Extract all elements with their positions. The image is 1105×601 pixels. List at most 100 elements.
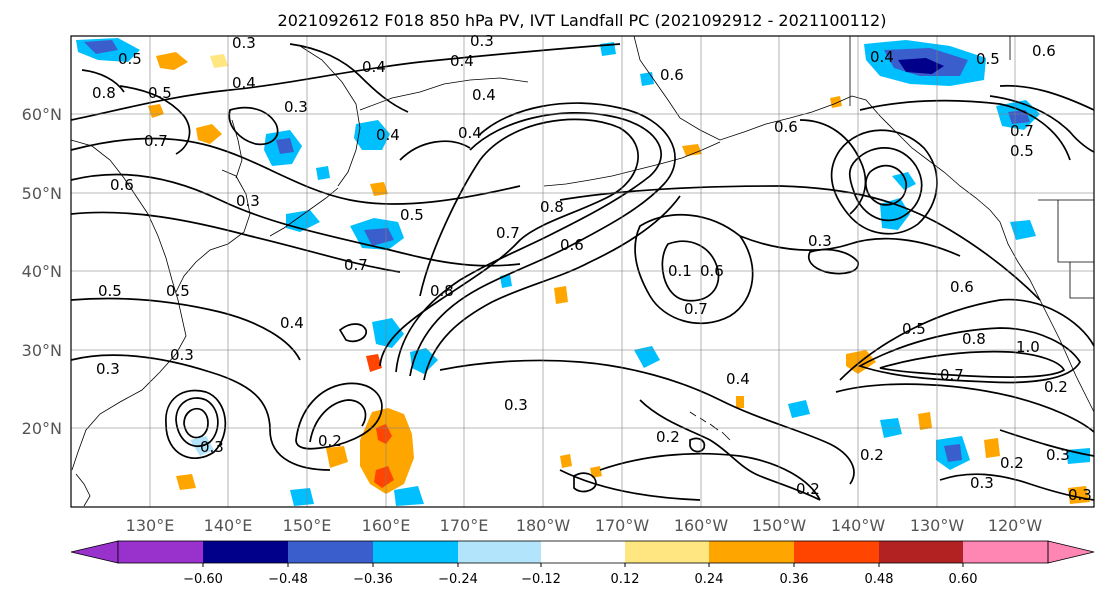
lon-label: 140°W: [831, 516, 886, 535]
contour-label: 0.1: [668, 262, 692, 280]
colorbar-segment: [625, 541, 709, 563]
contour-label: 0.3: [1068, 486, 1092, 504]
contour-label: 0.6: [560, 236, 584, 254]
contour-label: 0.5: [976, 50, 1000, 68]
pv-contour: [999, 84, 1095, 111]
contour-label: 0.2: [796, 480, 820, 498]
philippines-coastline: [75, 473, 91, 507]
contour-label: 0.3: [170, 346, 194, 364]
contour-label: 0.7: [344, 256, 368, 274]
contour-label: 0.4: [870, 48, 894, 66]
colorbar-tick-label: 0.24: [695, 572, 724, 587]
latitude-labels: 60°N 50°N 40°N 30°N 20°N: [22, 105, 62, 438]
contour-label: 0.7: [144, 132, 168, 150]
pv-contour: [848, 147, 923, 222]
pv-contour: [939, 473, 1095, 501]
pv-contour: [70, 173, 521, 267]
japan-coastline: [175, 169, 251, 293]
contour-label: 0.6: [700, 262, 724, 280]
contour-label: 0.3: [1046, 446, 1070, 464]
colorbar-segment: [963, 541, 1048, 563]
negative-anomaly-patch: [84, 40, 118, 54]
pv-contour: [175, 397, 219, 448]
contour-label: 0.3: [96, 360, 120, 378]
colorbar-segment: [288, 541, 373, 563]
colorbar-segment: [709, 541, 794, 563]
colorbar: −0.60 −0.48 −0.36 −0.24 −0.12 0.12 0.24 …: [70, 540, 1095, 587]
lon-label: 160°E: [362, 516, 411, 535]
contour-label: 0.4: [726, 370, 750, 388]
map-frame: [70, 35, 1095, 508]
pv-contour: [395, 111, 662, 373]
pv-contour: [81, 69, 125, 93]
negative-anomaly-patch: [410, 348, 438, 374]
kamchatka-coastline: [299, 45, 361, 187]
pv-contour: [634, 214, 754, 325]
pv-contour: [289, 43, 409, 113]
contour-label: 0.5: [166, 282, 190, 300]
colorbar-segment: [373, 541, 458, 563]
negative-anomaly-patch: [372, 318, 404, 348]
lon-label: 160°W: [674, 516, 729, 535]
contour-label: 0.5: [148, 84, 172, 102]
contour-label: 0.3: [232, 34, 256, 52]
lon-label: 130°E: [126, 516, 175, 535]
positive-anomaly-patch: [1068, 486, 1090, 504]
colorbar-tick-label: −0.36: [353, 572, 393, 587]
positive-anomaly-patch: [366, 354, 382, 372]
pv-contour: [70, 43, 621, 121]
pv-contour: [119, 85, 191, 155]
positive-anomaly-patch: [210, 54, 228, 68]
lat-label: 50°N: [22, 184, 62, 203]
colorbar-segment: [118, 541, 203, 563]
contour-label: 0.5: [400, 206, 424, 224]
contour-label: 0.4: [450, 52, 474, 70]
pv-contour: [165, 389, 227, 460]
positive-anomaly-patch: [984, 438, 1000, 458]
positive-anomaly-patch: [682, 144, 702, 156]
positive-anomaly-patch: [918, 412, 932, 430]
negative-anomaly-patch: [634, 346, 660, 368]
lon-label: 130°W: [910, 516, 965, 535]
alaska-coastline: [633, 35, 1001, 223]
lon-label: 150°E: [283, 516, 332, 535]
map-panel: 0.3 0.4 0.3 0.4 0.4 0.5 0.8 0.5 0.4 0.7 …: [70, 32, 1095, 508]
contour-label: 0.6: [950, 278, 974, 296]
positive-anomaly-patch: [326, 446, 348, 468]
pv-contour: [573, 472, 597, 493]
contour-label: 0.4: [232, 74, 256, 92]
positive-anomaly-patch: [554, 286, 568, 304]
contour-labels: 0.3 0.4 0.3 0.4 0.4 0.5 0.8 0.5 0.4 0.7 …: [92, 32, 1092, 504]
pv-contour: [989, 95, 1095, 153]
contour-label: 0.8: [962, 330, 986, 348]
contour-label: 0.8: [92, 84, 116, 102]
colorbar-extend-high: [1047, 540, 1095, 564]
colorbar-segment: [794, 541, 879, 563]
lat-label: 40°N: [22, 262, 62, 281]
positive-anomaly-patch: [156, 52, 188, 70]
contour-label: 0.5: [902, 320, 926, 338]
colorbar-segment: [203, 541, 288, 563]
contour-label: 0.7: [684, 300, 708, 318]
contour-label: 0.7: [496, 224, 520, 242]
contour-label: 0.6: [1032, 42, 1056, 60]
colorbar-tick-label: 0.36: [780, 572, 809, 587]
colorbar-segment: [879, 541, 963, 563]
contour-label: 0.8: [430, 282, 454, 300]
contour-label: 0.8: [540, 198, 564, 216]
negative-anomaly-patch: [276, 138, 294, 154]
pv-contour: [295, 382, 383, 450]
pv-contour: [689, 437, 706, 453]
contour-label: 0.6: [774, 118, 798, 136]
pv-contour: [830, 129, 938, 235]
contour-label: 1.0: [1016, 338, 1040, 356]
contour-label: 0.2: [318, 432, 342, 450]
lat-label: 60°N: [22, 105, 62, 124]
lon-label: 170°E: [440, 516, 489, 535]
contour-label: 0.3: [236, 192, 260, 210]
contour-label: 0.4: [458, 124, 482, 142]
negative-anomaly-patch: [944, 444, 962, 462]
contour-label: 0.4: [362, 58, 386, 76]
pv-contour: [70, 354, 331, 471]
colorbar-tick-label: −0.24: [438, 572, 478, 587]
